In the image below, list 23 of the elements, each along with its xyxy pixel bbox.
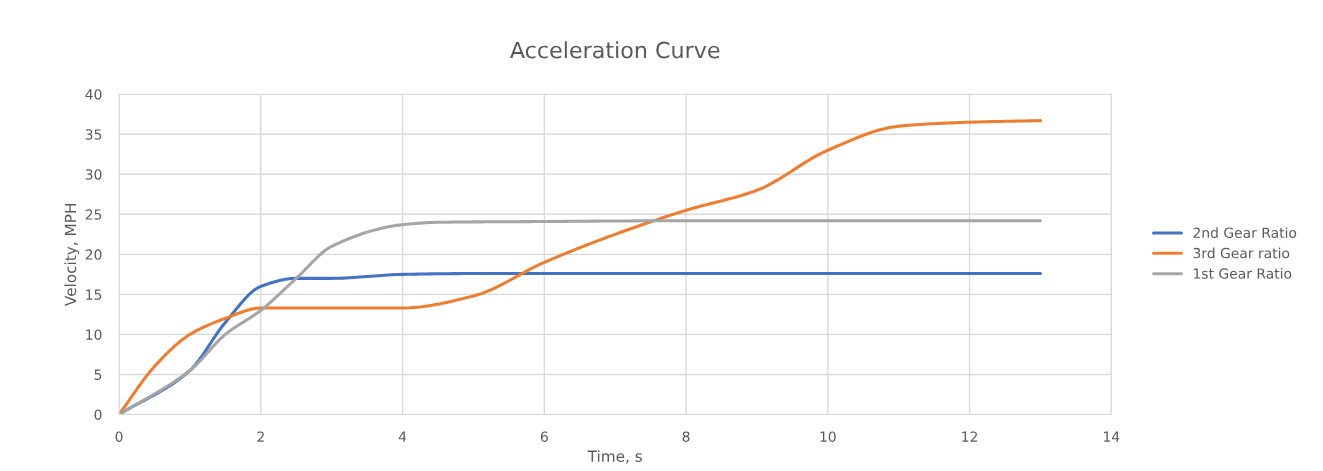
y-tick-label: 40 xyxy=(85,89,102,100)
x-tick-label: 0 xyxy=(115,431,123,442)
y-tick-label: 15 xyxy=(86,289,102,300)
x-tick-label: 6 xyxy=(540,431,548,442)
legend-label: 1st Gear Ratio xyxy=(1194,268,1292,279)
x-tick-label: 2 xyxy=(257,431,264,442)
y-tick-label: 10 xyxy=(86,329,102,340)
y-tick-label: 20 xyxy=(85,249,102,260)
x-tick-label: 12 xyxy=(962,431,978,442)
chart-title: Acceleration Curve xyxy=(510,41,720,59)
legend-label: 3rd Gear ratio xyxy=(1193,247,1290,259)
x-tick-label: 4 xyxy=(398,431,407,442)
x-tick-label: 14 xyxy=(1104,431,1120,442)
x-tick-label: 10 xyxy=(820,431,836,442)
y-tick-label: 5 xyxy=(94,369,102,380)
y-tick-label: 0 xyxy=(94,409,102,420)
y-tick-label: 25 xyxy=(85,209,102,220)
y-axis-title: Velocity, MPH xyxy=(64,204,80,306)
y-tick-label: 35 xyxy=(85,129,102,140)
x-tick-label: 8 xyxy=(682,431,690,442)
x-axis-title: Time, s xyxy=(587,450,642,464)
legend-label: 2nd Gear Ratio xyxy=(1193,227,1297,238)
y-tick-label: 30 xyxy=(85,169,102,180)
